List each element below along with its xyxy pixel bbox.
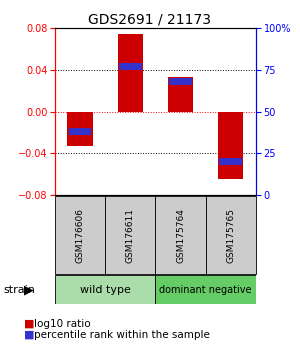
Bar — [55, 275, 155, 304]
Text: ■: ■ — [24, 319, 34, 329]
Bar — [118, 34, 143, 112]
Bar — [155, 196, 206, 274]
Bar — [169, 78, 192, 85]
Bar — [220, 158, 242, 165]
Text: GSM175765: GSM175765 — [226, 208, 235, 263]
Text: GSM176611: GSM176611 — [126, 208, 135, 263]
Bar — [69, 128, 91, 135]
Text: wild type: wild type — [80, 285, 130, 295]
Text: ■: ■ — [24, 330, 34, 339]
Text: percentile rank within the sample: percentile rank within the sample — [34, 330, 210, 339]
Bar — [68, 112, 93, 146]
Text: GDS2691 / 21173: GDS2691 / 21173 — [88, 12, 212, 27]
Bar — [218, 112, 243, 179]
Bar — [105, 196, 155, 274]
Bar — [168, 77, 193, 112]
Text: dominant negative: dominant negative — [159, 285, 252, 295]
Text: ▶: ▶ — [24, 284, 33, 296]
Bar — [206, 196, 256, 274]
Bar — [155, 275, 256, 304]
Text: GSM176606: GSM176606 — [76, 208, 85, 263]
Text: GSM175764: GSM175764 — [176, 208, 185, 263]
Text: strain: strain — [3, 285, 35, 295]
Bar — [55, 196, 105, 274]
Text: log10 ratio: log10 ratio — [34, 319, 91, 329]
Bar — [119, 63, 142, 70]
